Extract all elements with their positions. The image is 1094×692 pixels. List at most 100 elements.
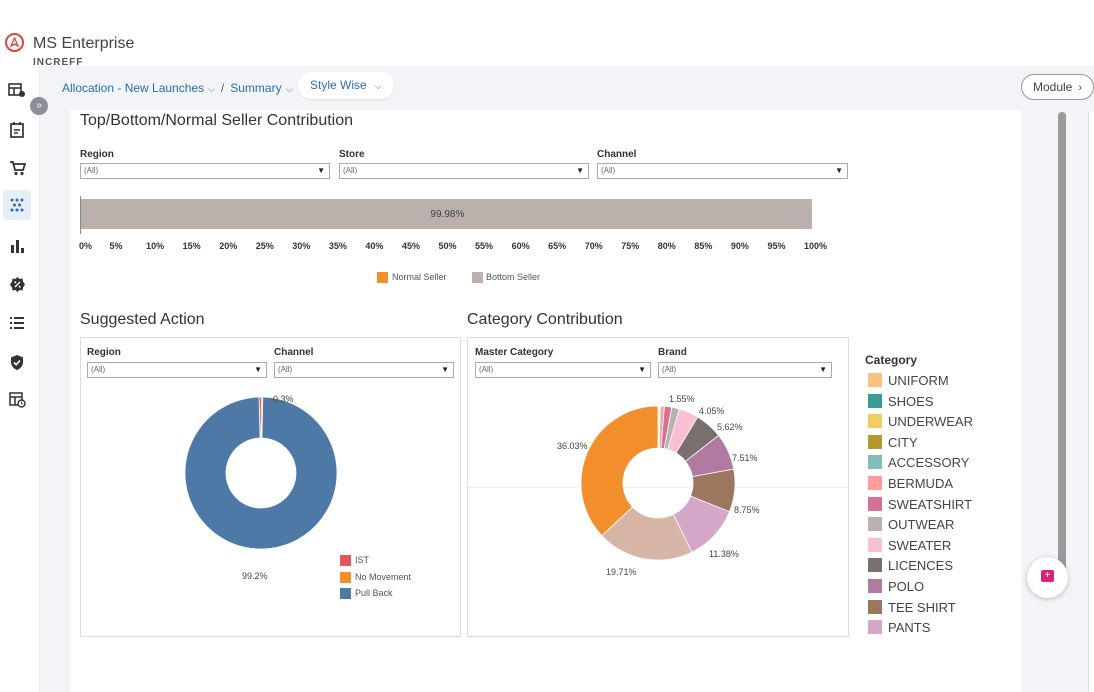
- caret-down-icon: ▼: [819, 365, 827, 374]
- caret-down-icon: ▼: [441, 365, 449, 374]
- legend-bottom-seller: Bottom Seller: [486, 272, 541, 282]
- badge-percent-icon[interactable]: [3, 269, 31, 299]
- seller-tick-label: 30%: [292, 241, 311, 251]
- list-icon[interactable]: [3, 308, 31, 338]
- seller-bar[interactable]: [81, 199, 812, 229]
- feedback-button[interactable]: +: [1027, 557, 1068, 598]
- seller-tick-label: 85%: [694, 241, 713, 251]
- legend-swatch: [868, 558, 882, 573]
- sa-channel-label: Channel: [274, 347, 314, 358]
- legend-label: ACCESSORY: [888, 455, 970, 471]
- sidebar-toggle-icon[interactable]: »: [30, 97, 48, 115]
- seller-tick-label: 5%: [109, 241, 123, 251]
- legend-ist: IST: [355, 555, 370, 565]
- legend-label: TEE SHIRT: [888, 599, 956, 615]
- sa-label-pull-back: 99.2%: [242, 571, 268, 581]
- chevron-down-icon: ⌵: [285, 84, 293, 94]
- channel-filter-dropdown[interactable]: (All) ▼: [597, 163, 848, 179]
- sa-region-dropdown[interactable]: (All) ▼: [87, 362, 267, 378]
- vertical-scrollbar[interactable]: [1058, 112, 1066, 582]
- legend-label: SWEATER: [888, 537, 952, 553]
- shield-check-icon[interactable]: [3, 347, 31, 377]
- caret-down-icon: ▼: [317, 166, 325, 175]
- seller-tick-label: 10%: [146, 241, 165, 251]
- cart-icon[interactable]: [3, 153, 31, 183]
- legend-swatch-bottom-seller: [472, 272, 483, 283]
- seller-tick-label: 70%: [584, 241, 603, 251]
- legend-label: POLO: [888, 579, 925, 594]
- app-logo-icon: [5, 33, 24, 52]
- sa-channel-dropdown[interactable]: (All) ▼: [274, 362, 454, 378]
- legend-swatch: [868, 599, 882, 614]
- seller-tick-label: 60%: [511, 241, 530, 251]
- seller-tick-label: 40%: [365, 241, 384, 251]
- store-filter-label: Store: [339, 149, 365, 160]
- bar-chart-icon[interactable]: [3, 231, 31, 261]
- sa-label-no-movement: 0.3%: [273, 394, 294, 404]
- legend-swatch: [868, 620, 882, 635]
- seller-tick-label: 25%: [255, 241, 274, 251]
- legend-label: BERMUDA: [888, 476, 954, 491]
- category-donut[interactable]: [581, 406, 735, 560]
- suggested-action-donut[interactable]: [185, 397, 357, 569]
- seller-bar-label: 99.98%: [430, 209, 465, 220]
- breadcrumb-summary[interactable]: Summary ⌵: [230, 81, 293, 95]
- breadcrumb: Allocation - New Launches ⌵ / Summary ⌵: [62, 81, 293, 95]
- caret-down-icon: ▼: [835, 166, 843, 175]
- seller-tick-label: 95%: [767, 241, 786, 251]
- brand-label: Brand: [658, 347, 687, 358]
- legend-swatch-no-movement: [340, 572, 351, 583]
- nav-bar: Allocation - New Launches ⌵ / Summary ⌵ Styl…: [40, 66, 1094, 110]
- legend-swatch: [868, 579, 882, 593]
- cat-label-3: 5.62%: [717, 422, 743, 432]
- master-category-dropdown[interactable]: (All) ▼: [475, 362, 651, 378]
- legend-swatch: [868, 434, 882, 449]
- cat-label-6: 11.38%: [709, 549, 739, 559]
- brand-dropdown[interactable]: (All) ▼: [658, 362, 832, 378]
- seller-tick-label: 35%: [328, 241, 347, 251]
- channel-filter-label: Channel: [597, 149, 637, 160]
- cat-label-7: 19.71%: [606, 567, 637, 577]
- cat-label-8: 36.03%: [557, 441, 588, 451]
- seller-tick-label: 55%: [475, 241, 494, 251]
- seller-tick-label: 90%: [730, 241, 749, 251]
- legend-label: SWEATSHIRT: [888, 496, 973, 512]
- seller-section-title: Top/Bottom/Normal Seller Contribution: [80, 112, 354, 129]
- legend-swatch: [868, 373, 882, 387]
- app-title: MS Enterprise: [33, 35, 135, 52]
- slice-pull-back[interactable]: [185, 397, 338, 550]
- caret-down-icon: ▼: [254, 365, 262, 374]
- seller-axis-line: [80, 196, 81, 234]
- breadcrumb-allocation[interactable]: Allocation - New Launches ⌵: [62, 81, 215, 95]
- seller-tick-label: 75%: [621, 241, 640, 251]
- app-subtitle: INCREFF: [33, 57, 84, 68]
- chat-plus-icon: +: [1041, 570, 1054, 582]
- legend-label: SHOES: [888, 393, 934, 409]
- slice-shirt[interactable]: [581, 406, 659, 537]
- legend-swatch-ist: [340, 555, 351, 566]
- legend-label: PANTS: [888, 620, 931, 636]
- legend-label: LICENCES: [888, 558, 954, 574]
- calendar-icon[interactable]: [3, 114, 31, 144]
- style-wise-dropdown[interactable]: Style Wise ⌵: [298, 72, 394, 99]
- seller-tick-label: 0%: [79, 241, 93, 251]
- dashboard-settings-icon[interactable]: [3, 75, 31, 105]
- table-clock-icon[interactable]: [3, 385, 31, 415]
- legend-swatch: [868, 455, 882, 470]
- legend-swatch: [868, 537, 882, 552]
- network-icon[interactable]: [3, 190, 31, 220]
- legend-swatch: [868, 517, 882, 532]
- seller-tick-label: 100%: [804, 241, 828, 251]
- legend-label: OUTWEAR: [888, 517, 955, 533]
- cat-label-5: 8.75%: [734, 505, 760, 515]
- chevron-down-icon: ⌵: [374, 81, 382, 91]
- app-header: MS Enterprise INCREFF: [0, 0, 1094, 68]
- store-filter-dropdown[interactable]: (All) ▼: [339, 163, 589, 179]
- region-filter-dropdown[interactable]: (All) ▼: [80, 163, 330, 179]
- seller-tick-label: 80%: [657, 241, 676, 251]
- left-gutter: [40, 110, 70, 692]
- module-button[interactable]: Module ›: [1021, 74, 1094, 100]
- seller-tick-label: 20%: [219, 241, 238, 251]
- master-category-label: Master Category: [475, 347, 554, 358]
- right-panel-edge: [1088, 112, 1094, 692]
